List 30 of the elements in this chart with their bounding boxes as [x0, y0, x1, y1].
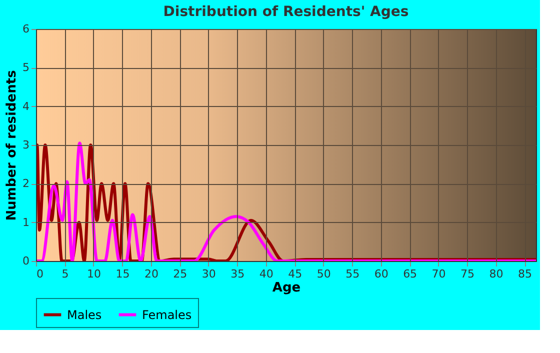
x-tick-label: 0 [36, 268, 44, 280]
x-tick-label: 50 [316, 268, 331, 280]
legend-label: Males [67, 308, 102, 322]
x-tick-label: 45 [288, 268, 302, 280]
y-tick-label: 2 [22, 177, 30, 190]
y-tick-label: 3 [22, 138, 30, 152]
x-tick-label: 5 [62, 268, 69, 280]
x-axis-title: Age [272, 280, 301, 296]
x-tick-label: 65 [403, 268, 418, 280]
y-tick-label: 0 [22, 254, 30, 268]
x-tick-label: 70 [432, 268, 446, 280]
x-tick-label: 55 [346, 268, 360, 280]
x-tick-label: 60 [374, 268, 388, 280]
x-tick-label: 75 [460, 268, 475, 280]
legend-label: Females [142, 308, 192, 322]
x-tick-label: 80 [489, 268, 504, 280]
x-tick-label: 30 [202, 268, 216, 280]
x-tick-label: 25 [173, 268, 188, 280]
x-tick-label: 85 [518, 268, 532, 280]
x-tick-label: 40 [259, 268, 274, 280]
x-tick-label: 10 [86, 268, 101, 280]
y-axis-title: Number of residents [4, 70, 20, 221]
x-tick-label: 15 [116, 268, 130, 280]
y-tick-label: 4 [22, 100, 30, 113]
x-tick-label: 35 [230, 268, 245, 280]
chart-title: Distribution of Residents' Ages [163, 4, 409, 20]
y-tick-label: 1 [22, 216, 30, 229]
y-tick-label: 5 [22, 61, 30, 74]
x-tick-label: 20 [144, 268, 158, 280]
y-tick-label: 6 [22, 22, 30, 36]
